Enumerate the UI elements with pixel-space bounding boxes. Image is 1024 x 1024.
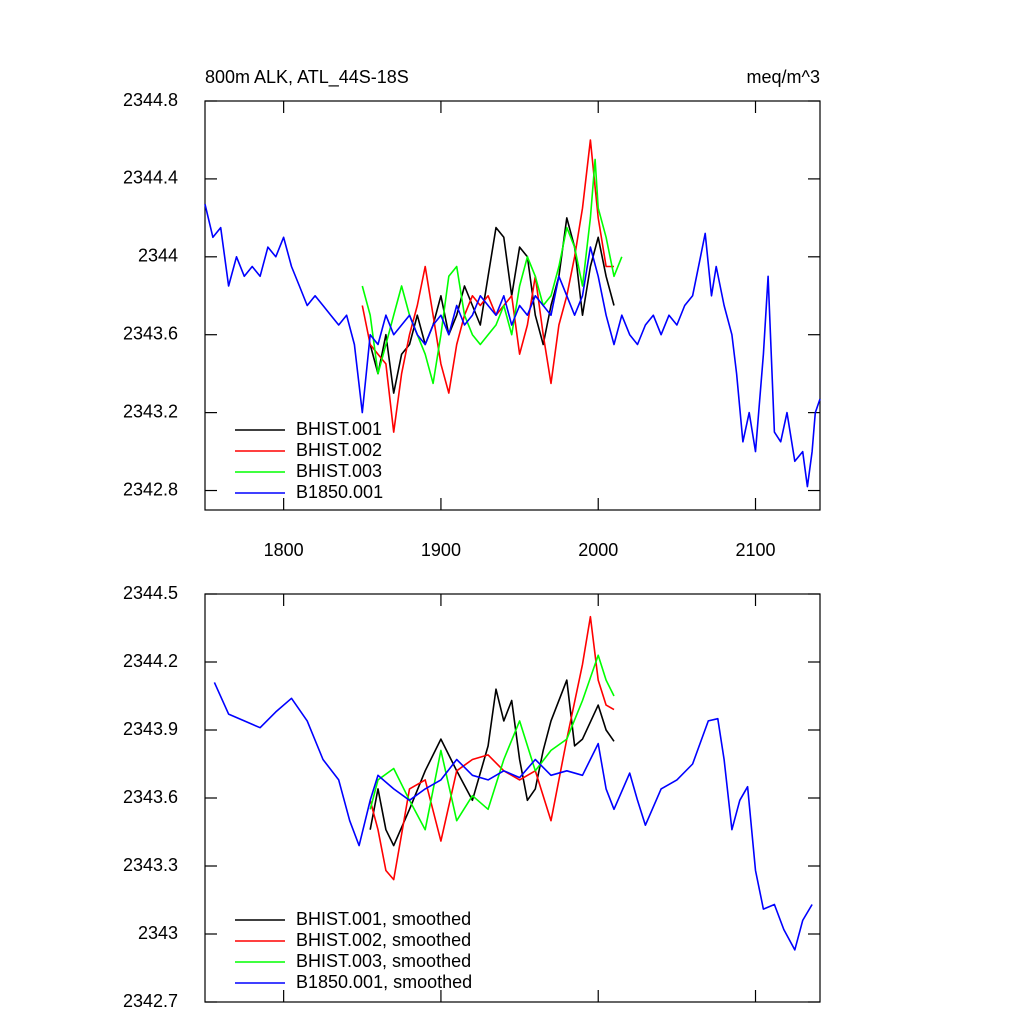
x-tick-label: 2000 <box>578 540 618 560</box>
y-tick-label: 2343.3 <box>123 855 178 875</box>
legend-label: B1850.001 <box>296 482 383 502</box>
series-line <box>369 654 615 831</box>
y-tick-label: 2343 <box>138 923 178 943</box>
y-tick-label: 2344.8 <box>123 90 178 110</box>
legend-label: BHIST.002, smoothed <box>296 930 471 950</box>
y-tick-label: 2344 <box>138 246 178 266</box>
y-tick-label: 2344.5 <box>123 583 178 603</box>
y-tick-label: 2343.6 <box>123 323 178 343</box>
y-tick-label: 2342.8 <box>123 479 178 499</box>
series-line <box>204 204 821 488</box>
legend-label: BHIST.003 <box>296 461 382 481</box>
series-line <box>213 682 813 951</box>
x-tick-label: 1800 <box>264 540 304 560</box>
chart-title: 800m ALK, ATL_44S-18S <box>205 67 409 88</box>
y-tick-label: 2343.6 <box>123 787 178 807</box>
legend-label: BHIST.001 <box>296 419 382 439</box>
y-tick-label: 2343.2 <box>123 401 178 421</box>
series-line <box>369 679 615 847</box>
y-tick-label: 2343.9 <box>123 719 178 739</box>
x-tick-label: 1900 <box>421 540 461 560</box>
x-tick-label: 2100 <box>735 540 775 560</box>
series-line <box>361 158 623 385</box>
y-tick-label: 2344.2 <box>123 651 178 671</box>
units-label: meq/m^3 <box>747 67 820 87</box>
series-line <box>369 615 615 881</box>
legend-label: B1850.001, smoothed <box>296 972 472 992</box>
plot-frame <box>204 100 821 511</box>
y-tick-label: 2342.7 <box>123 991 178 1011</box>
series-line <box>361 139 614 433</box>
legend-label: BHIST.002 <box>296 440 382 460</box>
legend-label: BHIST.003, smoothed <box>296 951 471 971</box>
y-tick-label: 2344.4 <box>123 168 178 188</box>
legend-label: BHIST.001, smoothed <box>296 909 471 929</box>
